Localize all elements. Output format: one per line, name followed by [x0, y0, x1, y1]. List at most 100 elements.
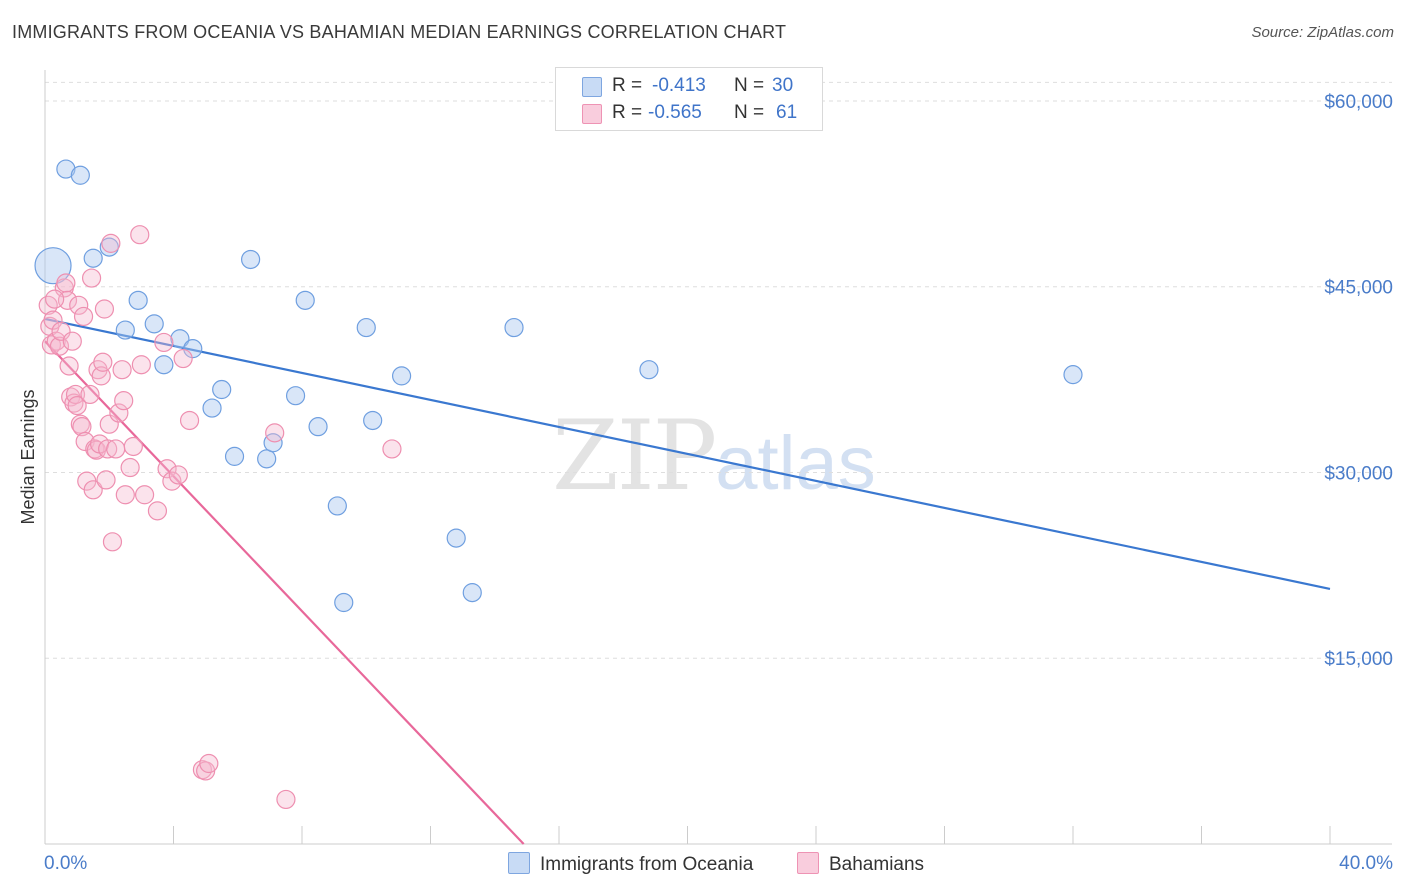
watermark: ZIPatlas — [552, 400, 876, 512]
bahamians-point — [131, 355, 151, 375]
bahamians-point — [73, 306, 94, 327]
y-tick-label: $45,000 — [1324, 278, 1393, 299]
bahamians-point — [265, 423, 285, 443]
x-tick-label: 40.0% — [1339, 853, 1393, 874]
bahamians-point — [81, 268, 102, 288]
bahamians-point — [59, 356, 79, 376]
bahamians-point — [130, 225, 150, 245]
bahamians-point — [72, 417, 92, 437]
oceania-point — [391, 366, 412, 386]
legend-item-oceania[interactable]: Immigrants from Oceania — [508, 852, 753, 876]
n-label: N = — [734, 102, 765, 123]
bahamians-point — [80, 384, 100, 405]
oceania-point — [363, 410, 383, 431]
bahamians-point — [102, 532, 123, 552]
bahamians-point — [99, 414, 119, 434]
x-tick-label: 0.0% — [44, 853, 87, 874]
bahamians-point — [56, 273, 76, 293]
axes — [44, 70, 1392, 845]
bahamians-point — [45, 289, 65, 309]
oceania-point — [241, 249, 261, 270]
oceania-point — [446, 528, 466, 548]
r-value: -0.565 — [648, 102, 702, 123]
oceania-point — [504, 317, 524, 338]
oceania-point — [70, 165, 90, 185]
oceania-point — [263, 433, 283, 453]
bahamians-point — [96, 470, 116, 490]
bahamians-point — [98, 439, 118, 459]
y-axis-label: Median Earnings — [18, 389, 38, 524]
oceania-point — [257, 449, 277, 469]
r-label: R = — [612, 75, 643, 96]
bahamians-point — [43, 310, 63, 330]
bahamians-point — [109, 403, 129, 423]
oceania-point — [128, 290, 148, 310]
bahamians-point — [382, 439, 402, 459]
bahamians-swatch — [582, 104, 602, 124]
bahamians-legend-label: Bahamians — [829, 854, 925, 875]
bahamians-point — [179, 410, 200, 431]
oceania-point — [327, 496, 347, 516]
bahamians-point — [154, 332, 174, 353]
oceania-point — [83, 248, 103, 268]
oceania-legend-swatch — [508, 852, 530, 874]
bahamians-trend-line — [44, 340, 525, 845]
chart-title: IMMIGRANTS FROM OCEANIA VS BAHAMIAN MEDI… — [12, 22, 787, 42]
oceania-point — [639, 360, 659, 380]
bahamians-legend-swatch — [797, 852, 819, 874]
oceania-point — [183, 339, 203, 359]
oceania-point — [56, 159, 76, 179]
oceania-point — [1063, 365, 1083, 385]
oceania-point — [295, 290, 315, 310]
oceania-point — [308, 417, 328, 437]
oceania-point — [462, 583, 482, 603]
oceania-point — [115, 320, 135, 340]
bahamians-point — [112, 360, 132, 380]
bahamians-point — [93, 352, 113, 372]
stats-legend: R = -0.413 N = 30 R = -0.565 N = 61 — [555, 67, 823, 131]
bahamians-point — [276, 789, 296, 810]
tick-labels: $15,000 $30,000 $45,000 $60,000 0.0% 40.0% — [44, 92, 1393, 874]
oceania-point — [154, 355, 174, 375]
n-value: 61 — [776, 102, 798, 123]
r-value: -0.413 — [652, 75, 706, 96]
bahamians-point — [69, 295, 89, 315]
oceania-trend-line — [44, 317, 1331, 590]
oceania-point — [144, 314, 164, 334]
bahamians-point — [120, 457, 140, 478]
n-value: 30 — [772, 75, 794, 96]
n-label: N = — [734, 75, 765, 96]
watermark-atlas: atlas — [715, 421, 876, 506]
bahamians-point — [134, 485, 155, 505]
y-tick-label: $60,000 — [1324, 92, 1393, 113]
y-tick-label: $30,000 — [1324, 463, 1393, 484]
oceania-point — [334, 592, 354, 613]
oceania-point — [202, 398, 222, 418]
bahamians-point — [94, 299, 115, 319]
legend-item-bahamians[interactable]: Bahamians — [797, 852, 924, 876]
oceania-point — [170, 329, 190, 349]
bahamians-point — [62, 331, 82, 351]
bahamians-point — [67, 396, 87, 416]
bahamians-point — [157, 459, 177, 479]
oceania-point — [224, 446, 245, 466]
bahamians-point — [101, 233, 121, 253]
bahamians-point — [123, 436, 143, 457]
data-points — [34, 159, 1083, 810]
bahamians-point — [106, 439, 126, 459]
oceania-legend-label: Immigrants from Oceania — [540, 854, 754, 875]
bahamians-point — [49, 336, 70, 356]
bahamians-point — [114, 391, 134, 411]
oceania-point — [285, 386, 306, 406]
bahamians-point — [168, 465, 188, 485]
bahamians-point — [115, 485, 135, 505]
watermark-zip: ZIP — [552, 400, 717, 512]
r-label: R = — [612, 102, 643, 123]
oceania-point — [356, 317, 376, 338]
source-label: Source: ZipAtlas.com — [1251, 24, 1394, 41]
oceania-point — [212, 379, 232, 400]
trend-lines — [44, 317, 1331, 845]
bahamians-point — [173, 348, 193, 369]
oceania-swatch — [582, 77, 602, 97]
